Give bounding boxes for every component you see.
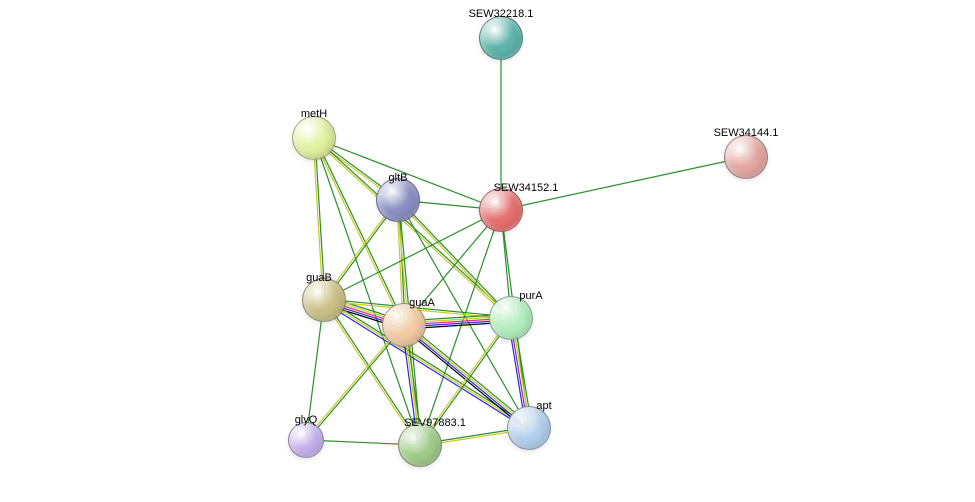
node-label: apt xyxy=(536,400,551,412)
node-circle[interactable] xyxy=(479,188,523,232)
node-circle[interactable] xyxy=(376,178,420,222)
network-node-apt[interactable]: apt xyxy=(507,406,551,450)
node-label: SEV97883.1 xyxy=(404,417,466,429)
network-node-gltB[interactable]: gltB xyxy=(376,178,420,222)
node-label: SEW34144.1 xyxy=(714,127,779,139)
node-label: SEW34152.1 xyxy=(494,182,559,194)
node-label: metH xyxy=(301,108,327,120)
node-label: gltB xyxy=(389,172,408,184)
network-node-metH[interactable]: metH xyxy=(292,116,336,160)
node-circle[interactable] xyxy=(724,135,768,179)
node-circle[interactable] xyxy=(292,116,336,160)
network-node-SEV97883.1[interactable]: SEV97883.1 xyxy=(398,423,442,467)
network-node-SEW34152.1[interactable]: SEW34152.1 xyxy=(479,188,523,232)
node-circle[interactable] xyxy=(507,406,551,450)
node-circle[interactable] xyxy=(302,278,346,322)
network-diagram: SEW32218.1 metH SEW34144.1 gltB SEW34152.1 gu… xyxy=(0,0,975,502)
network-node-guaB[interactable]: guaB xyxy=(302,278,346,322)
node-label: guaB xyxy=(306,272,332,284)
node-circle[interactable] xyxy=(398,423,442,467)
network-node-purA[interactable]: purA xyxy=(489,296,533,340)
node-circle[interactable] xyxy=(382,303,426,347)
network-edges-svg xyxy=(0,0,975,502)
network-node-SEW34144.1[interactable]: SEW34144.1 xyxy=(724,135,768,179)
node-label: guaA xyxy=(409,297,435,309)
node-label: SEW32218.1 xyxy=(469,8,534,20)
node-circle[interactable] xyxy=(489,296,533,340)
node-circle[interactable] xyxy=(288,422,324,458)
node-circle[interactable] xyxy=(479,16,523,60)
network-node-SEW32218.1[interactable]: SEW32218.1 xyxy=(479,16,523,60)
node-label: purA xyxy=(519,290,542,302)
node-label: glyQ xyxy=(295,414,318,426)
network-node-guaA[interactable]: guaA xyxy=(382,303,426,347)
network-node-glyQ[interactable]: glyQ xyxy=(288,422,324,458)
